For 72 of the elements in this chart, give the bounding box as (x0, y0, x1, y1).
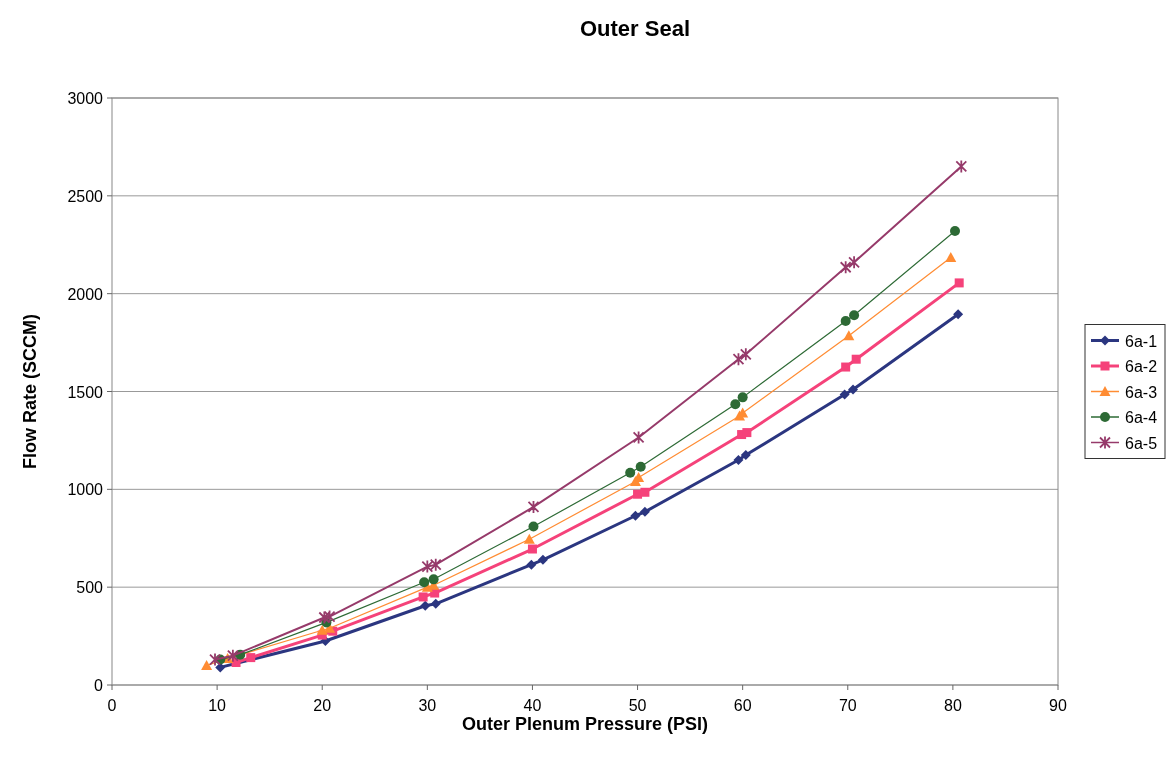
x-axis-title: Outer Plenum Pressure (PSI) (461, 714, 709, 734)
x-tick-label: 60 (733, 697, 752, 714)
x-tick-label: 40 (523, 697, 542, 714)
point (949, 226, 960, 237)
point (841, 362, 851, 372)
point (318, 610, 331, 625)
point (316, 624, 328, 635)
point (639, 506, 650, 517)
point (737, 392, 748, 403)
point (226, 648, 239, 663)
point (839, 389, 850, 400)
point (632, 430, 645, 445)
point (739, 347, 752, 362)
point (955, 159, 968, 174)
legend-label: 6a-3 (1125, 383, 1158, 401)
point (429, 557, 442, 572)
x-tick-label: 90 (1049, 697, 1067, 714)
y-tick-label: 1000 (67, 481, 104, 499)
point (640, 487, 650, 497)
x-tick-label: 50 (628, 697, 647, 714)
point (523, 533, 535, 544)
point (419, 577, 430, 588)
y-tick-label: 3000 (67, 90, 104, 107)
point (421, 559, 434, 574)
legend-label: 6a-1 (1125, 332, 1158, 350)
point (839, 260, 852, 275)
point (428, 574, 439, 585)
point (527, 544, 537, 554)
x-tick-label: 20 (313, 697, 332, 714)
point (848, 384, 859, 395)
point (537, 554, 548, 565)
point (954, 278, 964, 288)
point (526, 559, 537, 570)
point (742, 428, 752, 438)
point (209, 652, 221, 667)
point (527, 500, 540, 514)
x-tick-label: 70 (838, 697, 857, 714)
point (848, 255, 860, 270)
point (851, 354, 861, 364)
point (843, 330, 855, 341)
point (732, 352, 745, 367)
point (849, 310, 860, 321)
point (625, 467, 636, 478)
y-tick-label: 2500 (67, 187, 104, 205)
x-tick-label: 0 (107, 697, 117, 714)
point (528, 521, 539, 532)
x-tick-label: 10 (208, 697, 227, 714)
y-axis-title: Flow Rate (SCCM) (20, 314, 40, 469)
point (740, 450, 751, 461)
point (246, 653, 256, 663)
legend-label: 6a-4 (1125, 409, 1158, 426)
point (630, 510, 641, 521)
point (635, 461, 646, 472)
y-tick-label: 2000 (67, 285, 104, 303)
chart-title: Outer Seal (579, 16, 691, 41)
y-tick-label: 0 (94, 677, 104, 694)
legend-label: 6a-5 (1125, 434, 1158, 452)
legend-label: 6a-2 (1125, 358, 1158, 375)
y-tick-label: 1500 (67, 383, 104, 401)
point (418, 592, 428, 602)
point (733, 454, 744, 465)
point (840, 316, 851, 327)
point (323, 609, 336, 624)
point (730, 399, 741, 410)
point (945, 251, 957, 262)
point (430, 598, 441, 609)
point (953, 309, 964, 320)
x-tick-label: 30 (418, 697, 437, 714)
point (201, 659, 213, 670)
point (420, 600, 431, 611)
y-tick-label: 500 (76, 579, 104, 597)
x-tick-label: 80 (943, 697, 962, 714)
